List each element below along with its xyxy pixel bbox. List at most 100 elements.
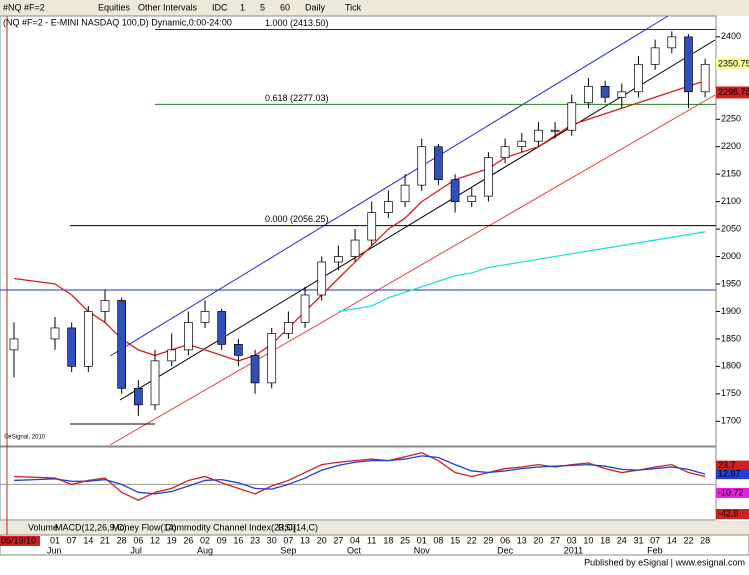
tab[interactable]: MACD(12,26,9,C) <box>55 522 127 532</box>
candle-body <box>617 91 627 98</box>
tab[interactable]: Commodity Channel Index(23,C) <box>165 522 296 532</box>
toolbar-button[interactable]: 5 <box>260 2 265 12</box>
start-date-box <box>0 536 40 546</box>
candle-body <box>167 349 177 362</box>
month-label: Jun <box>47 545 62 555</box>
x-tick-label: 22 <box>467 535 477 545</box>
y-tick-label: 1700 <box>721 416 741 426</box>
toolbar-button[interactable]: 1 <box>240 2 245 12</box>
indicator-pane <box>0 446 717 521</box>
candle-body <box>634 63 643 93</box>
panel-value-label: 23.7 <box>718 460 736 470</box>
copyright: ©eSignal, 2010 <box>4 434 46 441</box>
candle-body <box>9 338 19 351</box>
candle-body <box>367 212 377 241</box>
x-tick-label: 11 <box>367 535 376 545</box>
channel-upper <box>109 15 669 357</box>
panel-value-label: -42.9 <box>718 508 739 518</box>
candle-body <box>700 63 710 93</box>
price-pane <box>0 15 717 447</box>
toolbar-button[interactable]: Tick <box>345 2 362 12</box>
toolbar-button[interactable]: Other Intervals <box>138 2 198 12</box>
toolbar-button[interactable]: Equities <box>98 2 131 12</box>
x-tick-label: 05/19/10 <box>1 535 36 545</box>
candle-body <box>584 85 593 104</box>
candle-body <box>50 327 60 340</box>
y-tick-label: 2000 <box>721 251 741 261</box>
macd-line <box>13 455 706 495</box>
panel-value-box <box>716 487 749 498</box>
x-tick-label: 13 <box>300 535 310 545</box>
month-label: Nov <box>414 545 431 555</box>
panel-value-box <box>716 509 749 519</box>
candle-body <box>400 184 410 202</box>
x-tick-label: 12 <box>150 535 160 545</box>
candle-body <box>684 36 693 93</box>
candle-body <box>350 239 360 257</box>
candle-body <box>384 201 393 213</box>
candle-body <box>450 179 460 202</box>
x-tick-label: 25 <box>400 535 410 545</box>
y-tick-label: 1850 <box>721 333 741 343</box>
y-tick-label: 1900 <box>721 306 741 316</box>
x-tick-label: 20 <box>533 535 543 545</box>
x-tick-label: 02 <box>200 535 210 545</box>
panel-value-box <box>716 460 749 471</box>
y-tick-label: 2400 <box>721 31 741 41</box>
price-box <box>716 86 749 99</box>
x-tick-label: 20 <box>317 535 327 545</box>
price-box-label: 2298.78 <box>718 87 749 97</box>
x-tick-label: 27 <box>333 535 343 545</box>
x-tick-label: 10 <box>583 535 593 545</box>
candle-body <box>434 146 443 181</box>
x-tick-label: 08 <box>433 535 443 545</box>
candle-body <box>467 195 477 202</box>
date-axis <box>0 534 749 556</box>
tab[interactable]: Money Flow(14) <box>112 522 177 532</box>
moving-average <box>338 231 706 313</box>
candle-body <box>117 300 127 389</box>
candle-body <box>417 146 427 186</box>
x-tick-label: 03 <box>567 535 577 545</box>
month-label: Dec <box>497 545 514 555</box>
tab[interactable]: Volume <box>28 522 58 532</box>
x-tick-label: 07 <box>67 535 77 545</box>
price-box <box>716 57 749 70</box>
candle-body <box>284 322 293 334</box>
x-tick-label: 23 <box>250 535 260 545</box>
candle-body <box>650 47 660 65</box>
y-tick-label: 2050 <box>721 223 741 233</box>
candle-body <box>550 129 560 132</box>
candle-body <box>234 344 243 356</box>
candle-body <box>184 322 193 351</box>
month-label: Aug <box>197 545 213 555</box>
x-tick-label: 21 <box>100 535 110 545</box>
candle-body <box>317 261 327 296</box>
panel-value-label: -10.72 <box>718 487 744 497</box>
toolbar-button[interactable]: 60 <box>280 2 290 12</box>
month-label: Sep <box>280 545 296 555</box>
month-label: 2011 <box>564 545 583 555</box>
x-tick-label: 13 <box>517 535 527 545</box>
candle-body <box>517 140 527 148</box>
candle-body <box>67 327 77 367</box>
x-tick-label: 04 <box>350 535 360 545</box>
x-tick-label: 07 <box>283 535 293 545</box>
candle-body <box>484 157 493 197</box>
x-tick-label: 27 <box>550 535 560 545</box>
x-tick-label: 30 <box>267 535 277 545</box>
y-tick-label: 2150 <box>721 169 741 179</box>
candle-body <box>200 311 210 323</box>
y-tick-label: 2100 <box>721 196 741 206</box>
toolbar-button[interactable]: Daily <box>305 2 326 12</box>
candle-body <box>300 294 310 323</box>
y-tick-label: 1950 <box>721 278 741 288</box>
y-tick-label: 2250 <box>721 114 741 124</box>
tab[interactable]: RSI(14,C) <box>278 522 318 532</box>
toolbar-button[interactable]: IDC <box>212 2 228 12</box>
candle-body <box>600 85 610 98</box>
x-tick-label: 07 <box>650 535 660 545</box>
x-tick-label: 15 <box>450 535 460 545</box>
